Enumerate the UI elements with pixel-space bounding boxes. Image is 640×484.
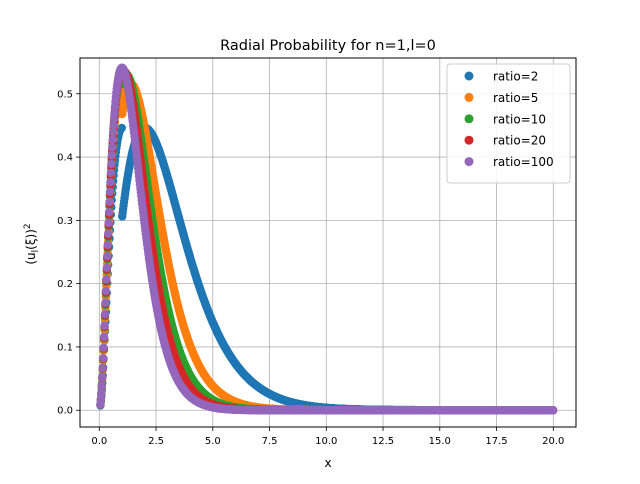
chart-title: Radial Probability for n=1,l=0 — [220, 38, 436, 54]
data-point — [98, 381, 106, 389]
data-point — [99, 344, 107, 352]
data-point — [107, 160, 115, 168]
data-point — [105, 198, 113, 206]
data-point — [103, 252, 111, 260]
data-point — [103, 241, 111, 249]
data-point — [101, 299, 109, 307]
data-point — [105, 208, 113, 216]
data-point — [118, 124, 126, 132]
data-point — [100, 322, 108, 330]
data-point — [99, 354, 107, 362]
data-point — [107, 169, 115, 177]
data-point — [102, 275, 110, 283]
data-point — [101, 310, 109, 318]
data-point — [108, 135, 116, 143]
data-point — [100, 333, 108, 341]
data-point — [104, 219, 112, 227]
data-point — [97, 389, 105, 397]
data-point — [102, 287, 110, 295]
data-point — [104, 230, 112, 238]
data-point — [106, 178, 114, 186]
data-point — [108, 151, 116, 159]
data-point — [103, 264, 111, 272]
data-point — [108, 143, 116, 151]
data-point — [106, 188, 114, 196]
data-point — [99, 364, 107, 372]
data-point — [98, 373, 106, 381]
